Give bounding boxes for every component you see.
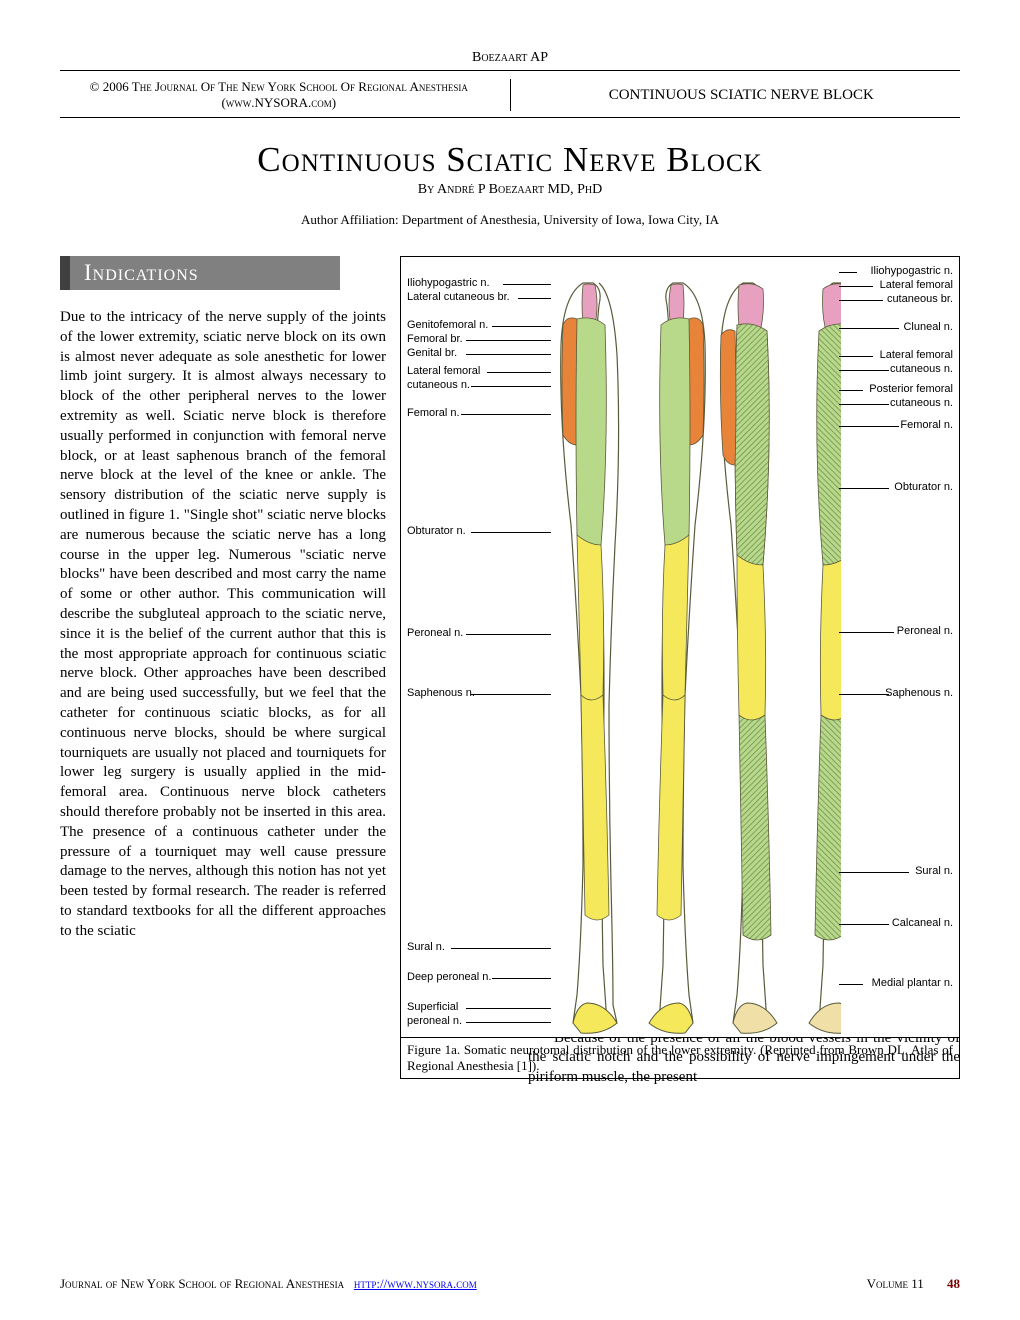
legs-diagram-svg <box>521 265 841 1035</box>
figure-leader-line <box>839 984 863 985</box>
article-title: Continuous Sciatic Nerve Block <box>60 140 960 180</box>
figure-leader-line <box>839 286 873 287</box>
figure-leader-line <box>839 356 873 357</box>
figure-leader-line <box>471 532 551 533</box>
figure-leader-line <box>839 328 899 329</box>
figure-leader-line <box>466 634 551 635</box>
footer-journal-text: Journal of New York School of Regional A… <box>60 1276 344 1291</box>
article-byline: By André P Boezaart MD, PhD <box>60 182 960 198</box>
figure-label: Lateral femoral <box>880 279 953 291</box>
article-affiliation: Author Affiliation: Department of Anesth… <box>60 212 960 228</box>
figure-label: Obturator n. <box>407 525 466 537</box>
figure-label: Peroneal n. <box>407 627 463 639</box>
header-copyright: © 2006 The Journal Of The New York Schoo… <box>60 79 511 111</box>
figure-leader-line <box>503 284 551 285</box>
body-wrap: Iliohypogastric n.Lateral cutaneous br.G… <box>60 308 960 1087</box>
figure-label: Femoral br. <box>407 333 463 345</box>
figure-label: Sural n. <box>915 865 953 877</box>
footer-page-number: 48 <box>947 1276 960 1291</box>
figure-leader-line <box>839 694 889 695</box>
figure-leader-line <box>451 948 551 949</box>
figure-label: Lateral cutaneous br. <box>407 291 510 303</box>
footer-journal: Journal of New York School of Regional A… <box>60 1276 477 1292</box>
figure-leader-line <box>839 426 899 427</box>
figure-leader-line <box>839 390 863 391</box>
body-paragraph-3: Because of the presence of all the blood… <box>528 1029 960 1088</box>
figure-image: Iliohypogastric n. Lateral cutaneous br. G… <box>401 257 959 1037</box>
figure-label: Deep peroneal n. <box>407 971 491 983</box>
content-area: Indications <box>60 256 960 1087</box>
figure-label: peroneal n. <box>407 1015 462 1027</box>
figure-label: Obturator n. <box>894 481 953 493</box>
figure-label: Femoral n. <box>407 407 460 419</box>
figure-leader-line <box>471 386 551 387</box>
footer-volume-text: Volume 11 <box>867 1276 924 1291</box>
figure-leader-line <box>461 414 551 415</box>
figure-leader-line <box>518 298 551 299</box>
figure-label: Cluneal n. <box>903 321 953 333</box>
figure-leader-line <box>839 488 889 489</box>
figure-label: Lateral femoral <box>880 349 953 361</box>
section-heading-indications: Indications <box>60 256 340 290</box>
figure-label: Saphenous n. <box>885 687 953 699</box>
header-running-title: CONTINUOUS SCIATIC NERVE BLOCK <box>511 79 961 111</box>
header-rule <box>60 70 960 71</box>
figure-leader-line <box>839 872 909 873</box>
figure-label: Peroneal n. <box>897 625 953 637</box>
header-bar: © 2006 The Journal Of The New York Schoo… <box>60 73 960 118</box>
figure-label: Genital br. <box>407 347 457 359</box>
figure-leader-line <box>839 632 894 633</box>
figure-leader-line <box>471 694 551 695</box>
figure-leader-line <box>839 924 889 925</box>
figure-label: Sural n. <box>407 941 445 953</box>
figure-leader-line <box>466 340 551 341</box>
footer-volume: Volume 11 48 <box>867 1276 960 1292</box>
figure-label: Iliohypogastric n. <box>407 277 490 289</box>
figure-label: Saphenous n. <box>407 687 475 699</box>
footer-url-link[interactable]: http://www.nysora.com <box>354 1276 477 1291</box>
figure-leader-line <box>492 326 551 327</box>
figure-label: Medial plantar n. <box>872 977 953 989</box>
figure-leader-line <box>487 372 551 373</box>
header-author: Boezaart AP <box>60 50 960 66</box>
figure-label: cutaneous n. <box>407 379 470 391</box>
figure-label: Posterior femoral <box>869 383 953 395</box>
figure-label: Femoral n. <box>900 419 953 431</box>
figure-label: Superficial <box>407 1001 458 1013</box>
figure-1a: Iliohypogastric n. Lateral cutaneous br. G… <box>400 256 960 1079</box>
figure-leader-line <box>839 272 857 273</box>
figure-leader-line <box>466 1022 551 1023</box>
title-block: Continuous Sciatic Nerve Block By André … <box>60 140 960 228</box>
figure-label: Iliohypogastric n. <box>870 265 953 277</box>
figure-leader-line <box>466 1008 551 1009</box>
figure-leader-line <box>839 370 889 371</box>
figure-label: Calcaneal n. <box>892 917 953 929</box>
page-footer: Journal of New York School of Regional A… <box>60 1276 960 1292</box>
figure-label: cutaneous br. <box>887 293 953 305</box>
figure-leader-line <box>839 300 883 301</box>
figure-leader-line <box>466 354 551 355</box>
figure-leader-line <box>839 404 889 405</box>
figure-label: cutaneous n. <box>890 397 953 409</box>
figure-label: cutaneous n. <box>890 363 953 375</box>
figure-label: Lateral femoral <box>407 365 480 377</box>
figure-leader-line <box>492 978 551 979</box>
figure-label: Genitofemoral n. <box>407 319 488 331</box>
